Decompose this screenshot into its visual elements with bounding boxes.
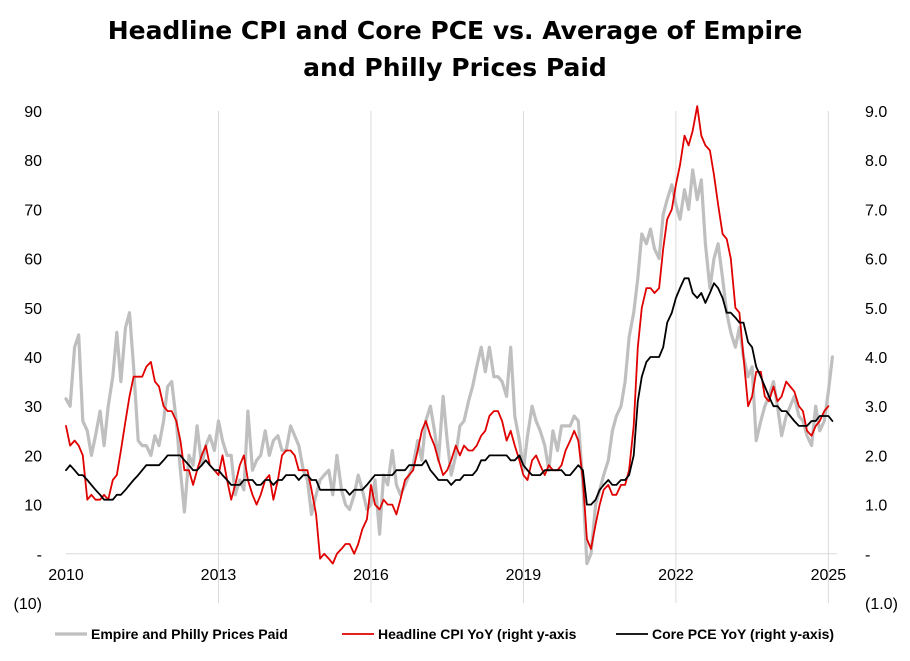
x-tick-label-2022: 2022 — [658, 567, 694, 584]
x-tick-label-2019: 2019 — [506, 567, 542, 584]
left-tick-label: 10 — [24, 498, 42, 515]
right-tick-label: 6.0 — [865, 252, 887, 269]
left-tick-label: 40 — [24, 350, 42, 367]
right-tick-label: 5.0 — [865, 301, 887, 318]
legend-label-headline-cpi-yoy-right-y-axis: Headline CPI YoY (right y-axis — [378, 626, 577, 642]
legend-label-core-pce-yoy-right-y-axis: Core PCE YoY (right y-axis) — [652, 626, 834, 642]
right-tick-label: (1.0) — [865, 596, 898, 613]
chart-title-line-1: Headline CPI and Core PCE vs. Average of… — [107, 16, 803, 45]
left-tick-label: 80 — [24, 153, 42, 170]
series-line-empire-and-philly-prices-paid — [64, 168, 834, 566]
left-tick-label: 70 — [24, 202, 42, 219]
series-lines — [64, 105, 834, 566]
right-tick-label: 2.0 — [865, 448, 887, 465]
x-axis: 2010 2013 2016 2019 2022 2025 — [48, 553, 847, 584]
left-tick-label: 90 — [24, 104, 42, 121]
left-tick-label: 20 — [24, 448, 42, 465]
right-tick-label: 9.0 — [865, 104, 887, 121]
chart-title: Headline CPI and Core PCE vs. Average of… — [0, 12, 910, 86]
right-tick-label: - — [865, 547, 870, 564]
left-tick-label: 50 — [24, 301, 42, 318]
right-tick-label: 4.0 — [865, 350, 887, 367]
right-tick-label: 3.0 — [865, 399, 887, 416]
right-tick-label: 8.0 — [865, 153, 887, 170]
left-tick-label: (10) — [14, 596, 42, 613]
left-y-axis: (10) - 10 20 30 40 50 60 70 80 90 — [14, 104, 43, 613]
legend-label-empire-and-philly-prices-paid: Empire and Philly Prices Paid — [91, 626, 288, 642]
x-tick-label-2016: 2016 — [353, 567, 389, 584]
x-tick-label-2025: 2025 — [811, 567, 847, 584]
series-line-headline-cpi-yoy-right-y-axis — [65, 105, 830, 565]
x-tick-label-2013: 2013 — [201, 567, 237, 584]
right-y-axis: (1.0) - 1.0 2.0 3.0 4.0 5.0 6.0 7.0 8.0 9.0 — [865, 104, 898, 613]
right-tick-label: 7.0 — [865, 202, 887, 219]
series-line-core-pce-yoy-right-y-axis — [65, 277, 834, 506]
x-tick-label-2010: 2010 — [48, 567, 84, 584]
legend: Empire and Philly Prices Paid Headline CP… — [55, 626, 834, 642]
right-tick-label: 1.0 — [865, 498, 887, 515]
left-tick-label: 60 — [24, 252, 42, 269]
chart-title-line-2: and Philly Prices Paid — [303, 53, 607, 82]
vertical-grid — [217, 111, 829, 603]
left-tick-label: 30 — [24, 399, 42, 416]
left-tick-label: - — [37, 547, 42, 564]
